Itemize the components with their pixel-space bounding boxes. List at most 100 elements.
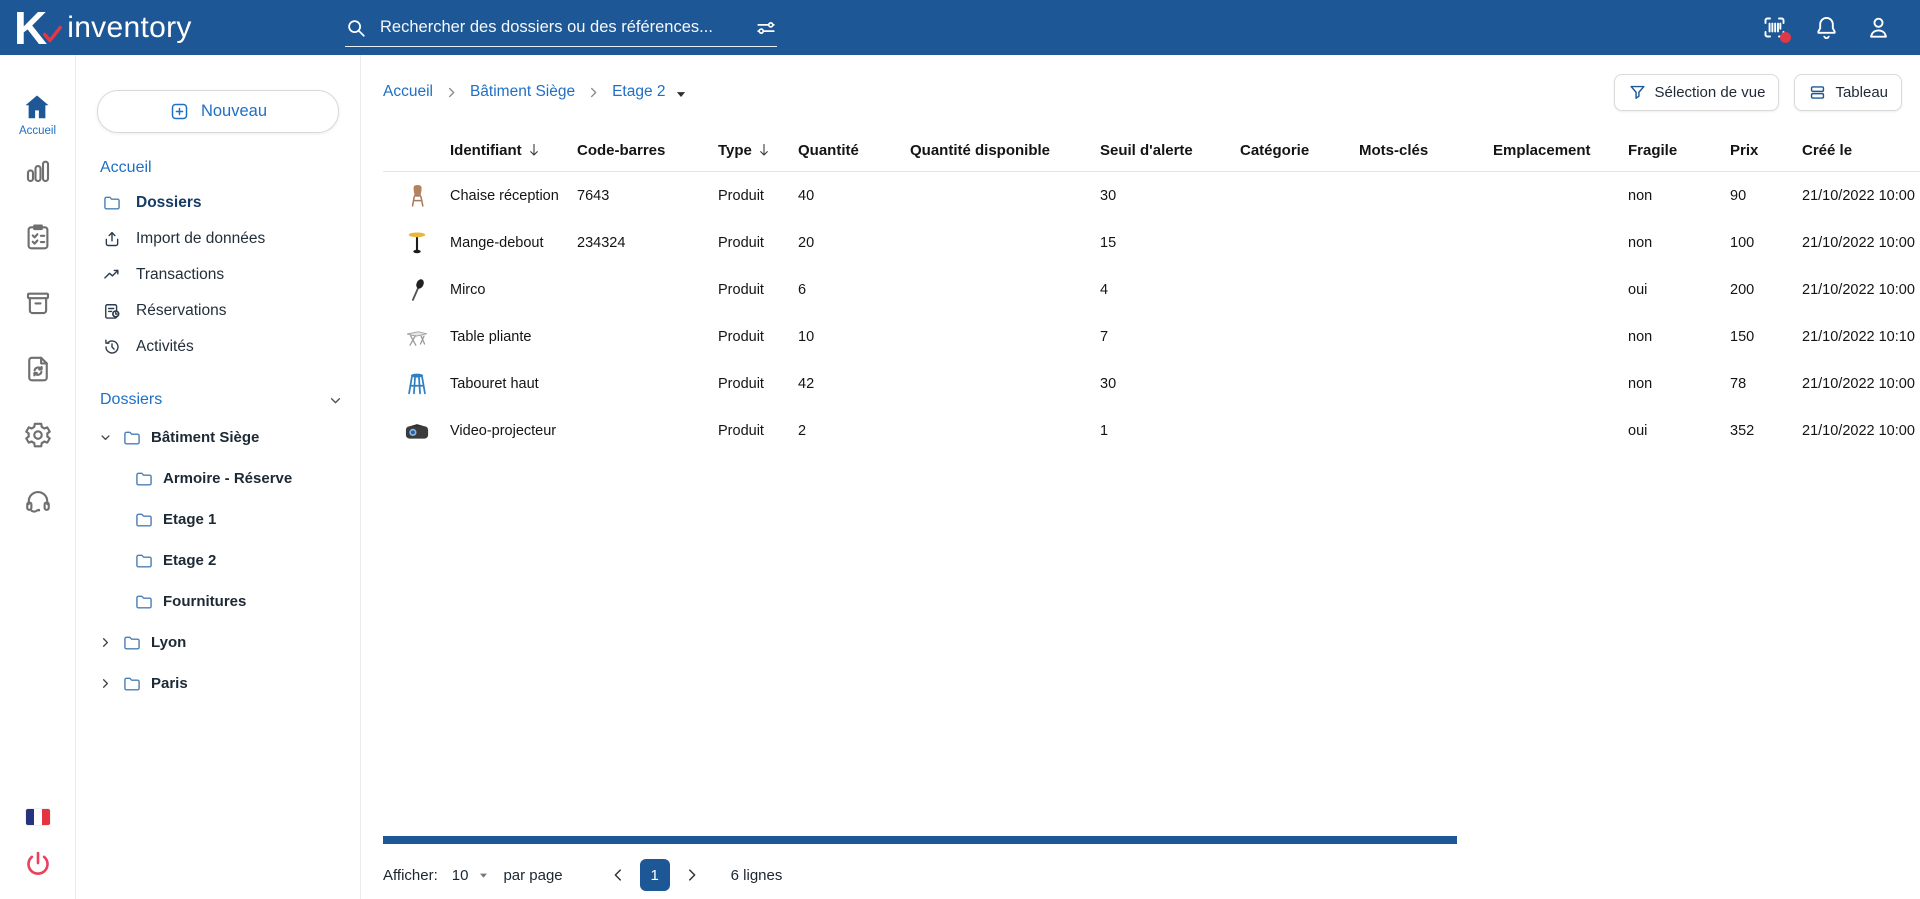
caret-down-icon[interactable]: [672, 85, 690, 103]
icon-rail: Accueil: [0, 55, 76, 899]
filter-funnel-icon: [1628, 83, 1647, 102]
tree-item-label: Etage 1: [163, 511, 217, 528]
rail-item-settings-gear[interactable]: [23, 420, 53, 450]
column-header-fragile[interactable]: Fragile: [1628, 142, 1730, 159]
rail-item-bar-chart[interactable]: [23, 156, 53, 186]
table-row[interactable]: Mirco Produit 6 4 oui 200 21/10/2022 10:00: [383, 266, 1920, 313]
column-header-code_barres[interactable]: Code-barres: [577, 142, 718, 159]
cell-cree_le: 21/10/2022 10:00: [1802, 422, 1915, 439]
barcode-scanner-icon[interactable]: [1761, 14, 1791, 43]
column-header-emplacement[interactable]: Emplacement: [1493, 142, 1628, 159]
rail-item-checklist[interactable]: [23, 222, 53, 252]
column-header-mots_cles[interactable]: Mots-clés: [1359, 142, 1493, 159]
table-row[interactable]: Mange-debout 234324 Produit 20 15 non 100 21/10…: [383, 219, 1920, 266]
chevron-right-icon[interactable]: [98, 635, 113, 650]
column-header-prix[interactable]: Prix: [1730, 142, 1802, 159]
table-header: Identifiant Code-barres Type Quantité Quanti…: [383, 129, 1920, 172]
table-view-button[interactable]: Tableau: [1794, 73, 1902, 111]
notifications-bell-icon[interactable]: [1813, 14, 1840, 41]
stool-thumb: [383, 370, 450, 398]
view-selection-button[interactable]: Sélection de vue: [1613, 73, 1780, 111]
rail-item-label: Accueil: [18, 125, 57, 137]
page-size-select[interactable]: 10: [452, 867, 492, 884]
column-header-quantite_disponible[interactable]: Quantité disponible: [910, 142, 1100, 159]
chevron-down-icon[interactable]: [98, 430, 113, 445]
search-icon: [345, 17, 367, 39]
tree-item-batiment-siege[interactable]: Bâtiment Siège: [76, 417, 360, 458]
logo-k-text: K: [14, 1, 48, 54]
sidebar-item-reservations[interactable]: Réservations: [76, 293, 360, 329]
sidebar-item-activites[interactable]: Activités: [76, 329, 360, 365]
breadcrumb-row: Accueil Bâtiment Siège Etage 2: [383, 63, 1920, 121]
topbar-actions: [1761, 14, 1920, 43]
horizontal-scrollbar-thumb[interactable]: [383, 836, 1457, 844]
column-header-seuil_alerte[interactable]: Seuil d'alerte: [1100, 142, 1240, 159]
current-page-button[interactable]: 1: [639, 859, 670, 891]
cell-identifiant: Video-projecteur: [450, 422, 557, 439]
column-label: Mots-clés: [1359, 141, 1429, 159]
column-header-identifiant[interactable]: Identifiant: [450, 141, 577, 159]
rail-item-accueil[interactable]: Accueil: [19, 92, 56, 137]
chevron-right-icon: [586, 85, 601, 100]
column-header-type[interactable]: Type: [718, 141, 798, 159]
search-input[interactable]: [378, 17, 744, 38]
table-row[interactable]: Chaise réception 7643 Produit 40 30 non 90 21/1…: [383, 172, 1920, 219]
settings-gear-icon: [23, 420, 53, 450]
column-header-quantite[interactable]: Quantité: [798, 142, 910, 159]
previous-page-icon[interactable]: [609, 866, 627, 884]
cell-quantite: 20: [798, 234, 815, 251]
sidebar-item-dossiers[interactable]: Dossiers: [76, 185, 360, 221]
sidebar-item-label: Import de données: [136, 230, 266, 247]
view-toolbar: Sélection de vue Tableau: [1613, 73, 1920, 111]
tree-item-etage-2[interactable]: Etage 2: [76, 540, 360, 581]
rail-item-sync-file[interactable]: [23, 354, 53, 384]
sidebar-item-import-de-donnees[interactable]: Import de données: [76, 221, 360, 257]
archive-box-icon: [23, 288, 53, 318]
account-icon[interactable]: [1865, 14, 1892, 41]
rail-item-headset[interactable]: [23, 486, 53, 516]
search-filters-icon[interactable]: [755, 17, 777, 39]
column-header-categorie[interactable]: Catégorie: [1240, 142, 1359, 159]
folder-icon: [134, 510, 154, 530]
tree-item-paris[interactable]: Paris: [76, 663, 360, 704]
breadcrumb-etage-2[interactable]: Etage 2: [612, 83, 666, 100]
sidebar-item-transactions[interactable]: Transactions: [76, 257, 360, 293]
plus-square-icon: [169, 101, 190, 122]
cell-prix: 150: [1730, 328, 1755, 345]
column-label: Quantité: [798, 141, 859, 159]
chevron-right-icon[interactable]: [98, 676, 113, 691]
tree-item-fournitures[interactable]: Fournitures: [76, 581, 360, 622]
sidebar-section-accueil: Accueil: [100, 159, 152, 176]
breadcrumb-batiment-siege[interactable]: Bâtiment Siège: [469, 83, 576, 100]
chevron-right-icon: [444, 85, 459, 100]
column-label: Prix: [1730, 141, 1759, 159]
main-content: Accueil Bâtiment Siège Etage 2: [361, 55, 1920, 899]
rail-item-archive-box[interactable]: [23, 288, 53, 318]
tree-item-label: Bâtiment Siège: [151, 429, 260, 446]
table-row[interactable]: Tabouret haut Produit 42 30 non 78 21/10/2022 …: [383, 360, 1920, 407]
cell-prix: 200: [1730, 281, 1755, 298]
column-header-cree_le[interactable]: Créé le: [1802, 142, 1920, 159]
cell-type: Produit: [718, 281, 764, 298]
french-flag[interactable]: [25, 809, 50, 825]
table-row[interactable]: Video-projecteur Produit 2 1 oui 352 21/10/202…: [383, 407, 1920, 454]
sidebar-section-dossiers[interactable]: Dossiers: [100, 391, 344, 409]
tree-item-armoire-reserve[interactable]: Armoire - Réserve: [76, 458, 360, 499]
tree-item-label: Lyon: [151, 634, 187, 651]
cell-type: Produit: [718, 328, 764, 345]
headset-icon: [23, 486, 53, 516]
new-button[interactable]: Nouveau: [97, 90, 339, 133]
column-label: Identifiant: [450, 141, 522, 159]
cell-cree_le: 21/10/2022 10:00: [1802, 375, 1915, 392]
column-label: Fragile: [1628, 141, 1678, 159]
tree-item-label: Paris: [151, 675, 188, 692]
cell-prix: 78: [1730, 375, 1747, 392]
tree-item-lyon[interactable]: Lyon: [76, 622, 360, 663]
breadcrumb-accueil[interactable]: Accueil: [383, 83, 433, 100]
tree-item-etage-1[interactable]: Etage 1: [76, 499, 360, 540]
folder-icon: [102, 193, 122, 213]
inventory-table: Identifiant Code-barres Type Quantité Quanti…: [383, 121, 1920, 454]
power-icon[interactable]: [23, 849, 53, 879]
next-page-icon[interactable]: [683, 866, 701, 884]
table-row[interactable]: Table pliante Produit 10 7 non 150 21/10/2022 …: [383, 313, 1920, 360]
